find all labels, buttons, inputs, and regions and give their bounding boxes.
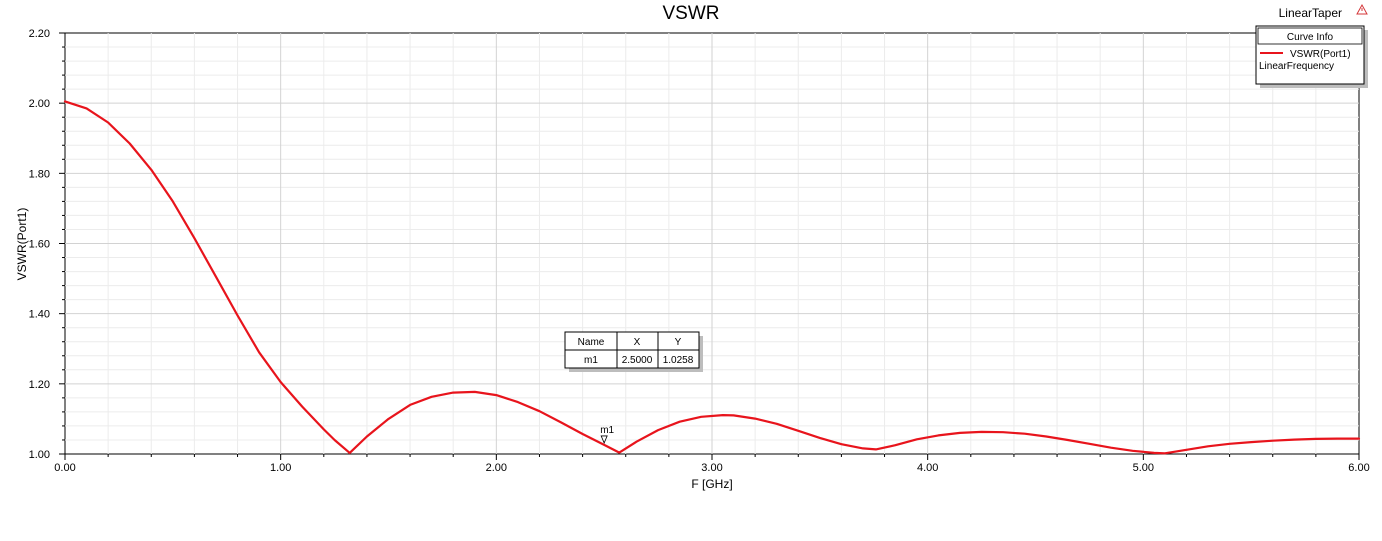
legend-entry-sub: LinearFrequency xyxy=(1259,61,1334,72)
y-axis-label: VSWR(Port1) xyxy=(15,208,29,281)
marker-table-cell-y: 1.0258 xyxy=(663,355,694,366)
grid-major xyxy=(65,33,1359,454)
y-axis: 1.00 1.20 1.40 1.60 1.80 2.00 2.20 xyxy=(29,28,65,461)
x-tick-label: 6.00 xyxy=(1348,462,1369,474)
x-tick-label: 3.00 xyxy=(701,462,722,474)
marker-table-header-y: Y xyxy=(675,337,682,348)
legend-entry-name: VSWR(Port1) xyxy=(1290,49,1351,60)
marker-table-cell-x: 2.5000 xyxy=(622,355,653,366)
marker-table-cell-name: m1 xyxy=(584,355,598,366)
legend[interactable]: Curve Info VSWR(Port1) LinearFrequency xyxy=(1255,25,1368,88)
x-axis: 0.00 1.00 2.00 3.00 4.00 5.00 6.00 xyxy=(54,454,1370,474)
x-tick-label: 0.00 xyxy=(54,462,75,474)
x-axis-label: F [GHz] xyxy=(691,477,732,491)
marker-m1[interactable]: m1 xyxy=(600,425,615,444)
marker-table-header-x: X xyxy=(634,337,641,348)
x-tick-label: 2.00 xyxy=(486,462,507,474)
design-name: LinearTaper xyxy=(1279,6,1342,20)
legend-title: Curve Info xyxy=(1287,32,1334,43)
x-tick-label: 1.00 xyxy=(270,462,291,474)
chart-title: VSWR xyxy=(663,3,720,24)
y-tick-label: 2.00 xyxy=(29,98,50,110)
y-tick-label: 2.20 xyxy=(29,28,50,40)
y-tick-label: 1.00 xyxy=(29,449,50,461)
y-tick-label: 1.40 xyxy=(29,309,50,321)
marker-table[interactable]: Name X Y m1 2.5000 1.0258 xyxy=(564,331,703,372)
series-layer xyxy=(63,100,1361,455)
series-line-vswr-port1[interactable] xyxy=(63,100,1361,455)
warning-icon[interactable] xyxy=(1356,3,1368,15)
marker-label: m1 xyxy=(600,425,614,436)
x-tick-label: 5.00 xyxy=(1133,462,1154,474)
y-tick-label: 1.80 xyxy=(29,168,50,180)
marker-table-header-name: Name xyxy=(578,337,605,348)
x-tick-label: 4.00 xyxy=(917,462,938,474)
marker-triangle-icon xyxy=(600,435,608,444)
y-tick-label: 1.20 xyxy=(29,379,50,391)
y-tick-label: 1.60 xyxy=(29,239,50,251)
